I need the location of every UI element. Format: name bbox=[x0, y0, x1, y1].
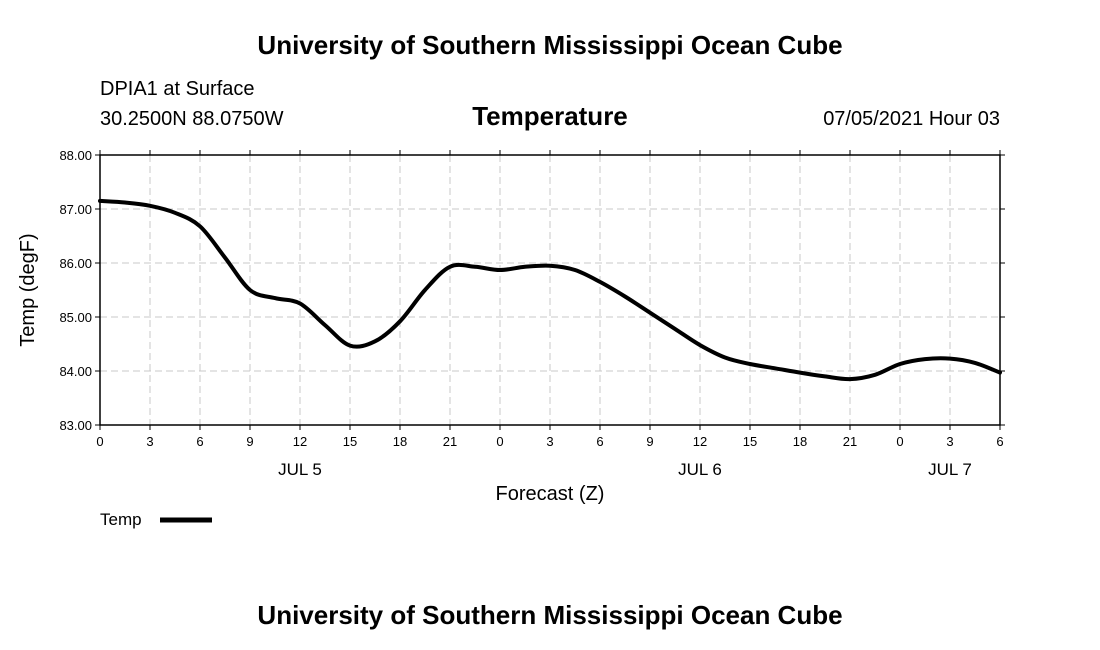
x-tick-label: 3 bbox=[146, 434, 153, 449]
x-tick-label: 3 bbox=[946, 434, 953, 449]
x-tick-label: 0 bbox=[496, 434, 503, 449]
x-tick-label: 3 bbox=[546, 434, 553, 449]
x-tick-label: 9 bbox=[246, 434, 253, 449]
y-tick-label: 86.00 bbox=[59, 256, 92, 271]
x-tick-label: 0 bbox=[96, 434, 103, 449]
footer-title: University of Southern Mississippi Ocean… bbox=[257, 600, 842, 630]
x-tick-label: 6 bbox=[596, 434, 603, 449]
page-title: University of Southern Mississippi Ocean… bbox=[257, 30, 842, 60]
x-tick-label: 15 bbox=[743, 434, 757, 449]
y-tick-label: 88.00 bbox=[59, 148, 92, 163]
x-axis-label: Forecast (Z) bbox=[496, 483, 605, 505]
x-tick-label: 15 bbox=[343, 434, 357, 449]
x-tick-label: 0 bbox=[896, 434, 903, 449]
legend-label: Temp bbox=[100, 510, 142, 529]
x-tick-label: 12 bbox=[693, 434, 707, 449]
station-label: DPIA1 at Surface bbox=[100, 78, 255, 100]
y-axis-label: Temp (degF) bbox=[17, 233, 39, 346]
y-tick-label: 84.00 bbox=[59, 364, 92, 379]
x-tick-label: 6 bbox=[996, 434, 1003, 449]
station-coords: 30.2500N 88.0750W bbox=[100, 108, 284, 130]
y-tick-label: 87.00 bbox=[59, 202, 92, 217]
chart-title: Temperature bbox=[472, 101, 628, 131]
temp-series-line bbox=[98, 198, 1002, 382]
plot-frame bbox=[99, 154, 1001, 426]
x-tick-label: 18 bbox=[793, 434, 807, 449]
forecast-datetime: 07/05/2021 Hour 03 bbox=[823, 108, 1000, 130]
x-tick-label: 21 bbox=[843, 434, 857, 449]
y-tick-label: 85.00 bbox=[59, 310, 92, 325]
grid-lines bbox=[100, 155, 1000, 425]
x-tick-label: 21 bbox=[443, 434, 457, 449]
date-label: JUL 5 bbox=[278, 460, 322, 479]
y-tick-label: 83.00 bbox=[59, 418, 92, 433]
date-label: JUL 6 bbox=[678, 460, 722, 479]
x-tick-label: 6 bbox=[196, 434, 203, 449]
y-axis-ticks: 83.00 84.00 85.00 86.00 87.00 88.00 bbox=[59, 148, 1005, 433]
x-tick-label: 9 bbox=[646, 434, 653, 449]
date-labels: JUL 5 JUL 6 JUL 7 bbox=[278, 460, 972, 479]
x-tick-label: 12 bbox=[293, 434, 307, 449]
x-tick-label: 18 bbox=[393, 434, 407, 449]
x-axis-ticks: 0 3 6 9 12 15 18 21 0 3 6 9 12 15 18 21 0 3 6 bbox=[96, 150, 1004, 449]
date-label: JUL 7 bbox=[928, 460, 972, 479]
